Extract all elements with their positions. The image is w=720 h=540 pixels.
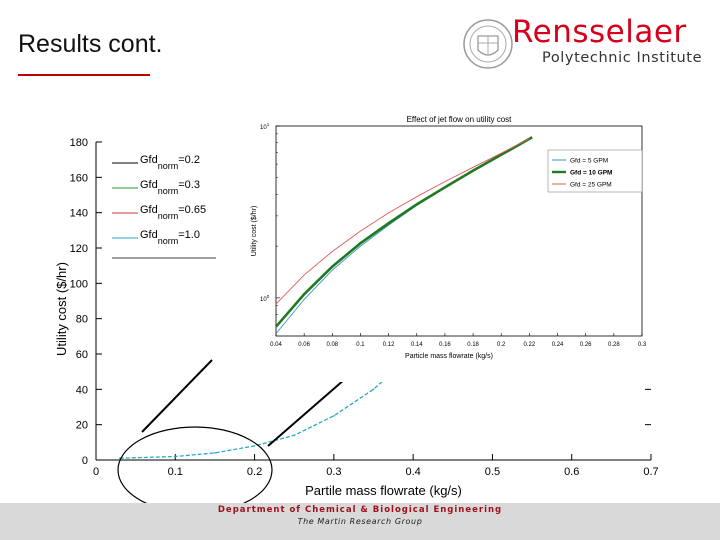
inset-x-tick-label: 0.3 — [638, 342, 647, 348]
main-x-tick-label: 0 — [93, 466, 99, 478]
inset-x-tick-label: 0.18 — [467, 342, 479, 348]
footer-bar — [0, 503, 720, 540]
inset-x-axis-label: Particle mass flowrate (kg/s) — [405, 353, 493, 360]
inset-y-tick-exp: 0 — [267, 294, 270, 299]
inset-x-tick-label: 0.1 — [356, 342, 365, 348]
main-legend-label: Gfdnorm=0.3 — [140, 179, 200, 196]
legend-value: =0.65 — [178, 204, 206, 216]
main-x-tick-label: 0.3 — [326, 466, 341, 478]
main-x-tick-label: 0.2 — [247, 466, 262, 478]
legend-base: Gfd — [140, 204, 158, 216]
main-x-tick-label: 0.1 — [168, 466, 183, 478]
main-y-tick-label: 120 — [70, 243, 88, 255]
legend-subscript: norm — [158, 236, 179, 246]
inset-x-tick-label: 0.16 — [439, 342, 451, 348]
main-y-tick-label: 100 — [70, 278, 88, 290]
inset-legend-label: Gfd = 5 GPM — [570, 158, 608, 165]
legend-base: Gfd — [140, 179, 158, 191]
inset-x-tick-label: 0.22 — [524, 342, 536, 348]
main-x-tick-label: 0.4 — [405, 466, 420, 478]
title-underline — [18, 74, 150, 76]
legend-value: =0.3 — [178, 179, 200, 191]
main-x-tick-label: 0.5 — [485, 466, 500, 478]
main-series-point — [372, 388, 375, 391]
inset-y-tick-base: 10 — [260, 297, 267, 303]
inset-y-tick-exp: 1 — [267, 122, 270, 127]
inset-series-line — [275, 138, 530, 305]
inset-x-tick-label: 0.28 — [608, 342, 620, 348]
footer-department: Department of Chemical & Biological Engi… — [217, 505, 503, 515]
inset-legend-label: Gfd = 25 GPM — [570, 182, 612, 189]
inset-x-tick-label: 0.24 — [552, 342, 564, 348]
main-y-tick-label: 40 — [76, 384, 88, 396]
legend-subscript: norm — [158, 211, 179, 221]
main-legend-label: Gfdnorm=0.65 — [140, 204, 206, 221]
slide-title: Results cont. — [18, 30, 163, 58]
inset-x-tick-label: 0.2 — [497, 342, 506, 348]
main-y-tick-label: 0 — [82, 455, 88, 467]
main-y-axis-label: Utility cost ($/hr) — [54, 262, 69, 356]
inset-x-tick-label: 0.26 — [580, 342, 592, 348]
legend-subscript: norm — [158, 186, 179, 196]
inset-y-tick-base: 10 — [260, 125, 267, 131]
inset-x-tick-label: 0.14 — [411, 342, 423, 348]
zoom-connector-left — [141, 359, 213, 433]
main-y-tick-label: 160 — [70, 172, 88, 184]
main-series-point — [293, 434, 296, 437]
rensselaer-seal-icon — [463, 19, 513, 69]
main-y-tick-label: 180 — [70, 137, 88, 149]
legend-value: =1.0 — [178, 229, 200, 241]
inset-x-tick-label: 0.08 — [326, 342, 338, 348]
legend-subscript: norm — [158, 161, 179, 171]
inset-plot-frame — [275, 125, 643, 337]
legend-value: =0.2 — [178, 154, 200, 166]
main-x-tick-label: 0.6 — [564, 466, 579, 478]
main-y-tick-label: 140 — [70, 208, 88, 220]
main-legend-label: Gfdnorm=0.2 — [140, 154, 200, 171]
inset-y-tick-label: 101 — [260, 122, 270, 131]
brand-name: Rensselaer — [512, 14, 687, 50]
main-series-point — [174, 455, 177, 458]
legend-base: Gfd — [140, 154, 158, 166]
inset-x-tick-label: 0.04 — [270, 342, 282, 348]
main-x-tick-label: 0.7 — [643, 466, 658, 478]
legend-base: Gfd — [140, 229, 158, 241]
main-x-axis-label: Partile mass flowrate (kg/s) — [305, 483, 462, 498]
inset-y-tick-label: 100 — [260, 294, 270, 303]
inset-x-tick-label: 0.12 — [383, 342, 395, 348]
inset-title: Effect of jet flow on utility cost — [407, 115, 513, 124]
inset-y-axis-label: Utility cost ($/hr) — [251, 206, 258, 257]
main-y-tick-label: 60 — [76, 349, 88, 361]
main-series-point — [214, 452, 216, 454]
main-series-point — [333, 415, 335, 417]
footer-group: The Martin Research Group — [297, 517, 423, 526]
inset-x-tick-label: 0.06 — [298, 342, 310, 348]
brand-subtitle: Polytechnic Institute — [542, 50, 703, 66]
inset-series-line — [275, 136, 533, 328]
main-legend-label: Gfdnorm=1.0 — [140, 229, 200, 246]
main-series-point — [253, 445, 256, 447]
inset-legend-label: Gfd = 10 GPM — [570, 170, 612, 177]
main-y-tick-label: 20 — [76, 420, 88, 432]
main-y-tick-label: 80 — [76, 314, 88, 326]
